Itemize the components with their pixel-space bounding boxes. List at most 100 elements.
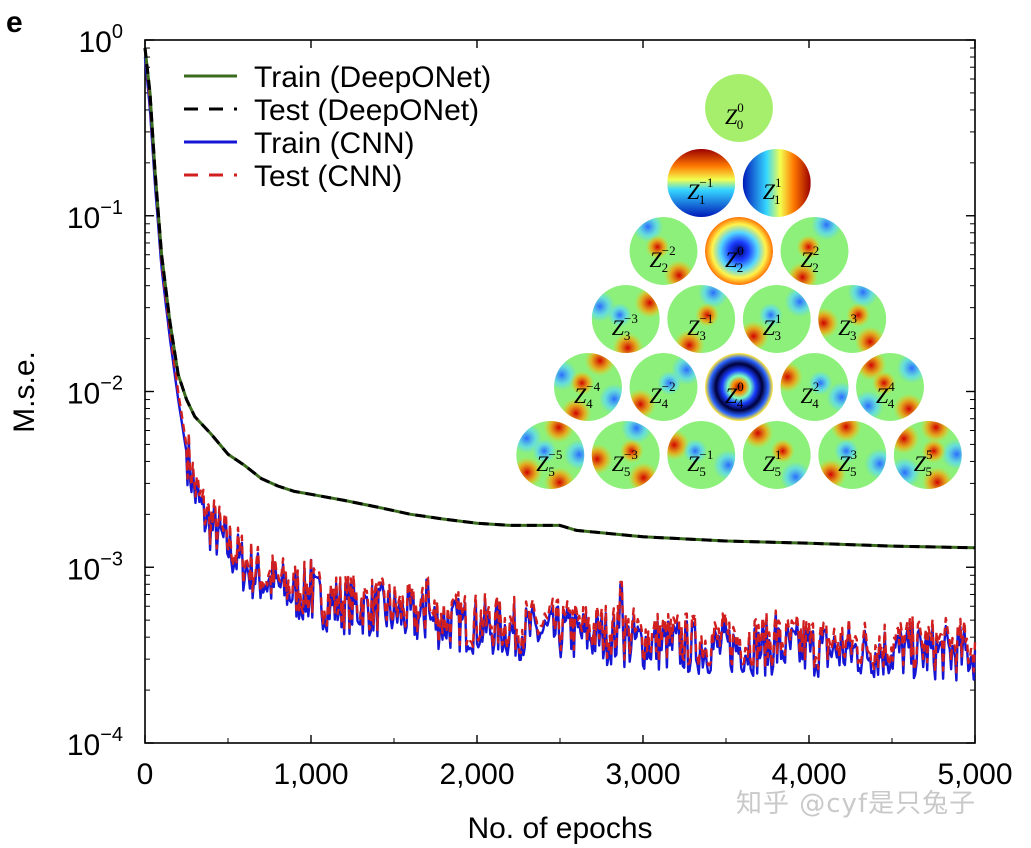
zernike-fill (818, 285, 887, 353)
zernike-fill (742, 149, 811, 217)
zernike-fill (591, 421, 660, 489)
zernike-lobe (667, 429, 690, 461)
zernike-base (705, 217, 773, 285)
zernike-label: Z1 5 (763, 447, 782, 479)
zernike-fill (667, 421, 736, 489)
zernike-disk: Z2 4 (780, 353, 849, 421)
zernike-lobe (683, 439, 708, 463)
y-tick-label: 10−3 (67, 548, 123, 586)
zernike-disk: Z−1 5 (667, 421, 736, 489)
y-axis-label: M.s.e. (8, 351, 41, 433)
zernike-label: Z1 3 (763, 311, 782, 343)
y-tick-label: 10−4 (67, 724, 123, 762)
zernike-base (705, 74, 773, 142)
zernike-lobe (628, 462, 659, 489)
zernike-fill (856, 353, 924, 421)
zernike-label: Z−4 4 (574, 379, 601, 411)
series-line-test-deeponet (143, 47, 976, 550)
zernike-label: Z2 4 (801, 379, 820, 411)
zernike-lobe (544, 467, 575, 489)
zernike-lobe (612, 332, 644, 353)
panel-label: e (6, 6, 23, 39)
zernike-disk: Z−1 3 (667, 285, 736, 353)
zernike-label: Z4 4 (876, 379, 895, 411)
legend-label: Train (CNN) (254, 127, 415, 160)
y-tick-label: 10−2 (67, 373, 123, 411)
zernike-lobe (864, 448, 887, 480)
zernike-fill (629, 353, 698, 421)
series-layer (143, 47, 977, 682)
zernike-label: Z1 1 (763, 175, 781, 207)
zernike-base (705, 353, 773, 421)
zernike-disk: Z1 5 (742, 421, 811, 489)
axes (144, 39, 976, 744)
zernike-disk: Z5 5 (893, 421, 962, 489)
zernike-lobe (784, 286, 811, 318)
legend-label: Train (DeepONet) (254, 61, 491, 94)
zernike-lobe (872, 371, 896, 395)
zernike-disk: Z−2 2 (629, 217, 698, 285)
zernike-lobe (570, 371, 594, 395)
zernike-disk: Z1 1 (742, 149, 811, 217)
zernike-fill (667, 149, 736, 217)
zernike-label: Z3 5 (838, 447, 857, 479)
zernike-lobe (893, 393, 924, 421)
zernike-fill (742, 285, 811, 353)
legend-label: Test (CNN) (254, 160, 402, 193)
zernike-fill (893, 421, 962, 489)
zernike-disk: Z−3 3 (591, 285, 660, 353)
zernike-disk: Z−2 4 (629, 353, 698, 421)
series-line-test-cnn (143, 48, 977, 674)
zernike-fill (629, 217, 698, 285)
zernike-lobe (893, 423, 920, 454)
zernike-lobe (543, 421, 575, 443)
zernike-fill (705, 217, 773, 285)
zernike-lobe (532, 439, 557, 463)
zernike-base (667, 149, 736, 217)
zernike-label: Z2 2 (801, 243, 820, 275)
zernike-lobe (591, 443, 613, 475)
zernike-label: Z−5 5 (536, 447, 562, 479)
zernike-lobe (742, 421, 774, 449)
zernike-fill (705, 353, 773, 421)
watermark-text: 知乎 @cyf是只兔子 (736, 789, 977, 819)
zernike-lobe (834, 439, 859, 463)
x-tick-label: 1,000 (273, 758, 348, 791)
zernike-lobe (826, 381, 849, 413)
zernike-lobe (941, 438, 962, 470)
zernike-fill (780, 353, 849, 421)
zernike-lobe (621, 421, 652, 444)
zernike-lobe (695, 303, 720, 327)
zernike-label: Z−1 5 (687, 447, 713, 479)
tick-labels: 0 1,000 2,000 3,000 4,000 5,000 100 10−1 10−2 10−… (67, 21, 1013, 791)
zernike-disk: Z0 2 (705, 217, 773, 285)
zernike-disk: Z0 0 (705, 74, 773, 142)
zernike-lobe (811, 217, 842, 241)
zernike-lobe (921, 439, 946, 463)
zernike-inset: Z0 0 Z−1 1 Z1 1 Z−2 2 Z0 2 Z2 2 Z−3 3 Z−1 3 Z1 3 Z3 3 Z−4 4 Z−… (516, 74, 962, 489)
zernike-lobe (713, 449, 736, 481)
zernike-label: Z0 4 (725, 379, 744, 411)
zernike-disk: Z2 2 (780, 217, 849, 285)
zernike-disk: Z0 4 (705, 353, 773, 421)
zernike-disk: Z−4 4 (554, 353, 622, 421)
zernike-disk: Z4 4 (856, 353, 924, 421)
zernike-lobe (584, 353, 616, 377)
x-tick-label: 4,000 (771, 758, 846, 791)
zernike-base (742, 149, 811, 217)
zernike-lobe (920, 421, 952, 443)
zernike-label: Z−3 3 (612, 311, 638, 343)
zernike-label: Z5 5 (914, 447, 933, 479)
zernike-lobe (808, 371, 833, 395)
x-tick-label: 0 (137, 758, 154, 791)
zernike-label: Z−2 2 (650, 243, 676, 275)
zernike-label: Z−1 1 (687, 175, 713, 207)
zernike-disk: Z3 3 (818, 285, 887, 353)
zernike-lobe (780, 361, 803, 393)
zernike-lobe (634, 287, 660, 319)
zernike-lobe (796, 235, 821, 259)
x-tick-label: 2,000 (439, 758, 514, 791)
zernike-disk: Z−1 1 (667, 149, 736, 217)
zernike-fill (818, 421, 887, 489)
